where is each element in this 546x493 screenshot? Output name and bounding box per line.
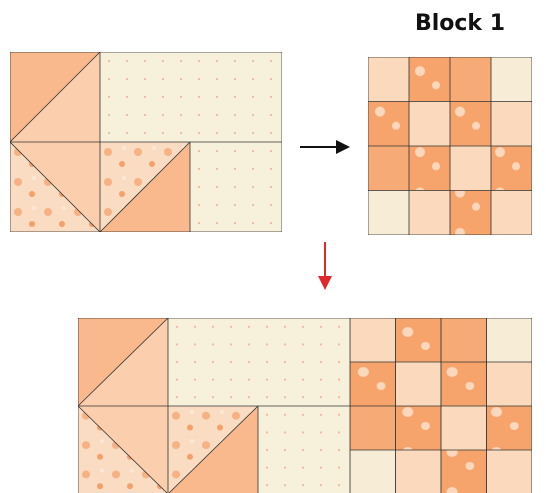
block-title: Block 1 [415, 11, 505, 36]
block-grid [368, 57, 532, 235]
combined-left-unit [78, 318, 350, 493]
combined-grid [350, 318, 532, 493]
down-arrow [318, 242, 332, 290]
left-unit [10, 52, 282, 232]
right-arrow [300, 140, 350, 154]
